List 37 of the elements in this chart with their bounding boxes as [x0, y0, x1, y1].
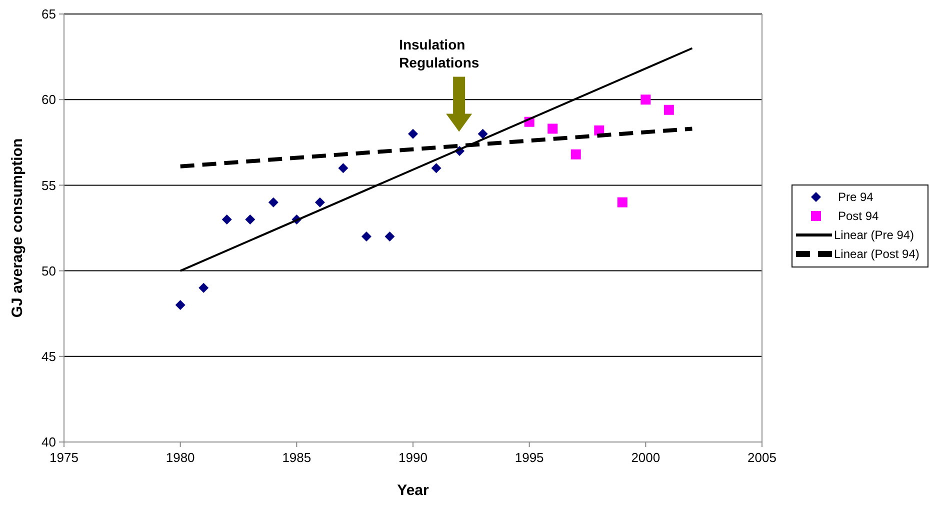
x-tick-label: 1995	[514, 450, 544, 465]
point	[431, 163, 442, 174]
point	[175, 300, 186, 310]
point	[640, 94, 651, 105]
y-tick-label: 50	[42, 263, 56, 278]
x-tick-label: 1990	[398, 450, 428, 465]
legend-label: Post 94	[838, 209, 880, 224]
x-tick-label: 2005	[748, 450, 776, 465]
point	[570, 149, 581, 160]
point	[314, 197, 325, 208]
x-tick-label: 1985	[282, 450, 312, 465]
point	[478, 128, 488, 139]
y-tick-label: 60	[42, 92, 56, 108]
legend-label: Pre 94	[838, 190, 874, 204]
point	[198, 282, 209, 293]
point	[245, 214, 256, 224]
y-tick-label: 55	[42, 178, 56, 193]
annotation: Insulation Regulations	[399, 36, 480, 71]
x-tick-label: 1980	[166, 450, 195, 465]
legend-label: Linear (Pre 94)	[834, 228, 914, 242]
y-axis-title: GJ average consumption	[9, 138, 26, 318]
legend-label: Linear (Post 94)	[834, 247, 920, 262]
point	[268, 197, 278, 208]
x-tick-label: 2000	[631, 450, 660, 465]
point	[408, 128, 418, 139]
x-tick-label: 1975	[50, 450, 78, 465]
x-axis-title: Year	[397, 482, 430, 499]
point	[384, 232, 395, 242]
point	[361, 232, 372, 242]
point	[617, 197, 628, 208]
y-tick-label: 45	[42, 348, 56, 364]
point	[338, 163, 348, 174]
point	[664, 104, 674, 115]
y-tick-label: 40	[42, 434, 56, 450]
point	[222, 214, 232, 224]
point	[548, 124, 558, 134]
y-tick-label: 65	[42, 6, 56, 22]
